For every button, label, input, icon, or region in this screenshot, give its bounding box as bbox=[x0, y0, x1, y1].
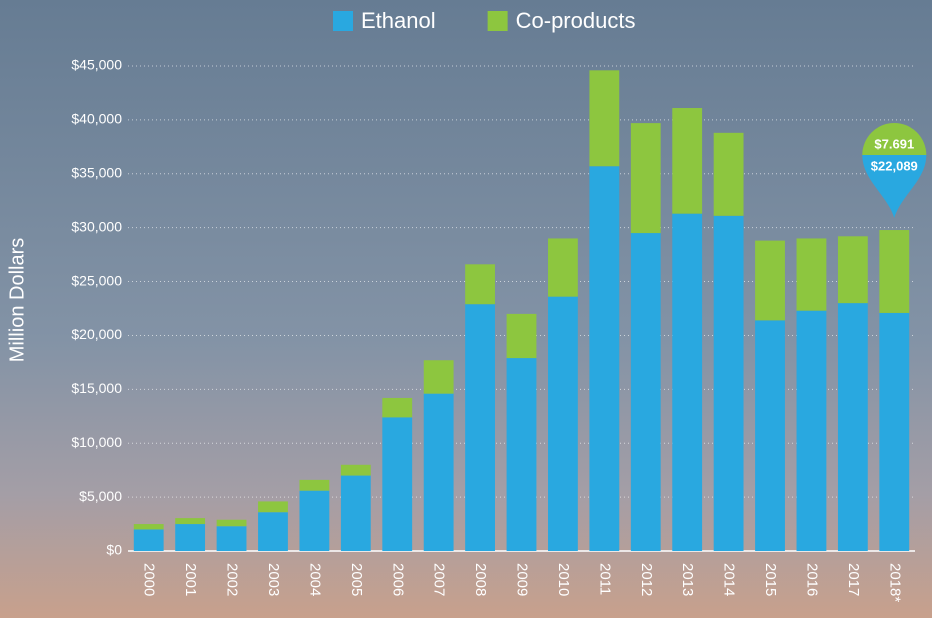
bar-segment bbox=[423, 393, 454, 551]
bar-segment bbox=[672, 108, 703, 214]
x-tick-label: 2010 bbox=[555, 563, 572, 596]
legend-label: Ethanol bbox=[361, 8, 436, 33]
bar-segment bbox=[879, 312, 910, 551]
y-tick-label: $15,000 bbox=[71, 380, 122, 396]
bar-segment bbox=[589, 70, 620, 167]
bar-segment bbox=[340, 464, 371, 476]
x-tick-label: 2005 bbox=[348, 563, 365, 596]
y-tick-label: $20,000 bbox=[71, 326, 122, 342]
bar-segment bbox=[299, 490, 330, 551]
bar-segment bbox=[216, 519, 247, 527]
y-tick-label: $10,000 bbox=[71, 434, 122, 450]
x-tick-label: 2016 bbox=[803, 563, 820, 596]
x-tick-label: 2007 bbox=[431, 563, 448, 596]
y-tick-label: $45,000 bbox=[71, 57, 122, 73]
bar-segment bbox=[133, 529, 164, 551]
x-tick-label: 2013 bbox=[679, 563, 696, 596]
x-tick-label: 2011 bbox=[596, 563, 613, 595]
x-tick-label: 2012 bbox=[638, 563, 655, 596]
x-tick-label: 2008 bbox=[472, 563, 489, 596]
bar-segment bbox=[548, 296, 578, 551]
bar-segment bbox=[713, 215, 744, 552]
legend-swatch bbox=[333, 11, 353, 31]
x-tick-label: 2006 bbox=[389, 563, 406, 596]
bar-segment bbox=[465, 304, 495, 551]
x-tick-label: 2017 bbox=[845, 563, 862, 596]
bar-segment bbox=[796, 310, 827, 551]
y-tick-label: $30,000 bbox=[71, 218, 122, 234]
y-axis-label: Million Dollars bbox=[6, 238, 28, 362]
x-tick-label: 2015 bbox=[762, 563, 779, 596]
y-tick-label: $35,000 bbox=[71, 164, 122, 180]
bar-segment bbox=[837, 236, 868, 304]
bar-segment bbox=[879, 230, 910, 313]
x-tick-label: 2002 bbox=[224, 563, 241, 596]
legend-label: Co-products bbox=[516, 8, 636, 33]
bar-segment bbox=[382, 417, 413, 551]
y-tick-label: $40,000 bbox=[71, 111, 122, 127]
bar-segment bbox=[340, 475, 371, 551]
bar-segment bbox=[423, 360, 454, 394]
callout-label: $22,089 bbox=[871, 158, 918, 173]
bar-segment bbox=[506, 358, 537, 551]
x-tick-label: 2009 bbox=[514, 563, 531, 596]
bar-segment bbox=[216, 526, 247, 551]
x-tick-label: 2000 bbox=[141, 563, 158, 596]
bar-segment bbox=[630, 123, 661, 234]
bar-segment bbox=[672, 213, 703, 551]
bar-segment bbox=[506, 313, 537, 359]
bar-segment bbox=[630, 233, 661, 552]
bar-segment bbox=[548, 238, 578, 297]
x-tick-label: 2003 bbox=[265, 563, 282, 596]
bar-segment bbox=[175, 518, 206, 525]
bar-segment bbox=[175, 524, 206, 551]
x-tick-label: 2018* bbox=[886, 563, 903, 602]
bar-segment bbox=[755, 320, 785, 551]
callout-bottom bbox=[862, 155, 927, 218]
bar-segment bbox=[258, 501, 288, 513]
legend-swatch bbox=[487, 11, 508, 31]
x-tick-label: 2001 bbox=[182, 563, 199, 596]
x-tick-label: 2004 bbox=[306, 563, 323, 596]
bar-segment bbox=[837, 303, 868, 551]
bar-segment bbox=[465, 264, 495, 305]
bar-segment bbox=[133, 524, 164, 530]
y-tick-label: $5,000 bbox=[79, 488, 122, 504]
callout-label: $7.691 bbox=[874, 136, 914, 151]
y-tick-label: $25,000 bbox=[71, 272, 122, 288]
bar-segment bbox=[382, 397, 413, 418]
bar-segment bbox=[589, 166, 620, 551]
bar-segment bbox=[258, 512, 288, 551]
bar-segment bbox=[299, 479, 330, 491]
bar-segment bbox=[796, 238, 827, 311]
x-tick-label: 2014 bbox=[721, 563, 738, 596]
callout-top bbox=[862, 123, 927, 155]
bar-segment bbox=[755, 240, 785, 321]
y-tick-label: $0 bbox=[106, 542, 122, 558]
bar-segment bbox=[713, 132, 744, 216]
